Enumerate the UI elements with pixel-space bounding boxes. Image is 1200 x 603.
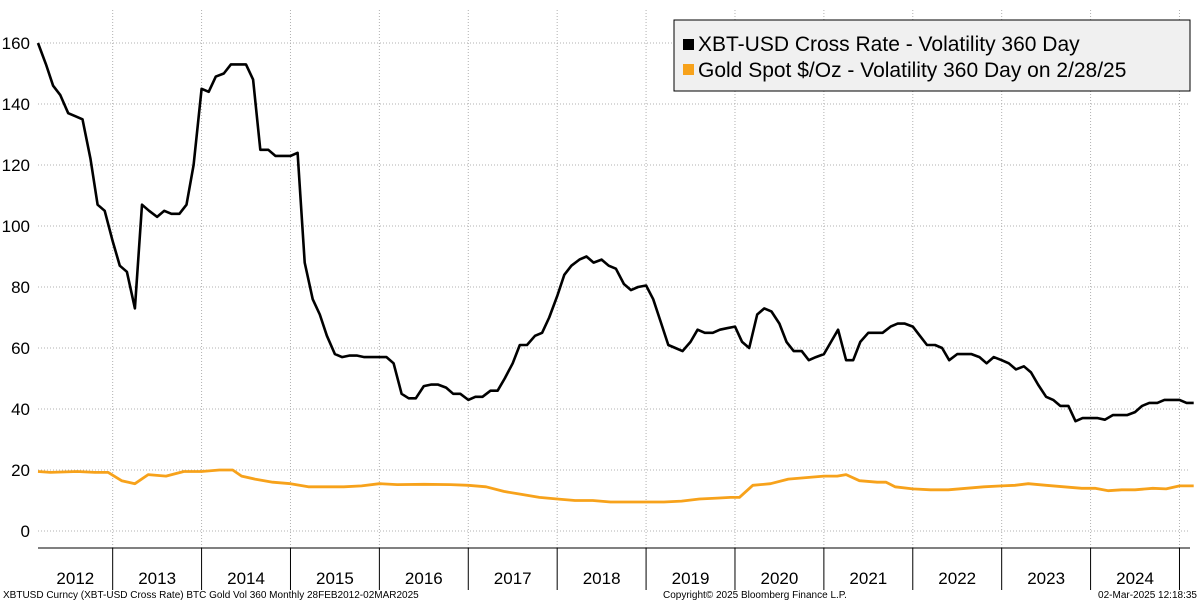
footer: XBTUSD Curncy (XBT-USD Cross Rate) BTC G… (3, 590, 1197, 601)
y-tick-label: 160 (2, 34, 30, 53)
y-tick-label: 80 (11, 278, 30, 297)
legend: XBT-USD Cross Rate - Volatility 360 Day … (673, 19, 1191, 92)
y-tick-label: 20 (11, 461, 30, 480)
footer-right: 02-Mar-2025 12:18:35 (1098, 590, 1197, 601)
footer-left: XBTUSD Curncy (XBT-USD Cross Rate) BTC G… (3, 590, 419, 601)
x-axis: 2012 2013 2014 2015 2016 2017 2018 2019 2020 2021… (38, 547, 1190, 590)
x-tick-label: 2012 (56, 569, 94, 588)
legend-label-gold: Gold Spot $/Oz - Volatility 360 Day on 2… (698, 59, 1126, 82)
x-tick-label: 2019 (672, 569, 710, 588)
series-line-btc (36, 42, 1194, 423)
x-tick-label: 2017 (494, 569, 532, 588)
x-tick-label: 2016 (405, 569, 443, 588)
y-tick-label: 0 (21, 522, 30, 541)
y-tick-label: 40 (11, 400, 30, 419)
x-tick-label: 2022 (938, 569, 976, 588)
x-tick-label: 2018 (583, 569, 621, 588)
y-tick-label: 120 (2, 156, 30, 175)
series-lines (36, 42, 1194, 504)
legend-swatch-gold (683, 64, 694, 75)
y-tick-label: 100 (2, 217, 30, 236)
x-tick-label: 2020 (761, 569, 799, 588)
x-tick-label: 2013 (138, 569, 176, 588)
x-tick-label: 2021 (849, 569, 887, 588)
y-axis-ticks: 160 140 120 100 80 60 40 20 0 (2, 34, 30, 541)
x-tick-label: 2024 (1116, 569, 1154, 588)
legend-box (673, 19, 1191, 92)
y-tick-label: 60 (11, 339, 30, 358)
legend-swatch-btc (683, 39, 694, 50)
x-tick-label: 2015 (316, 569, 354, 588)
x-tick-label: 2023 (1027, 569, 1065, 588)
y-tick-label: 140 (2, 95, 30, 114)
grid (38, 10, 1190, 548)
x-tick-label: 2014 (227, 569, 265, 588)
footer-center: Copyright© 2025 Bloomberg Finance L.P. (663, 590, 847, 601)
legend-label-btc: XBT-USD Cross Rate - Volatility 360 Day (698, 33, 1080, 56)
series-line-gold (37, 468, 1194, 504)
